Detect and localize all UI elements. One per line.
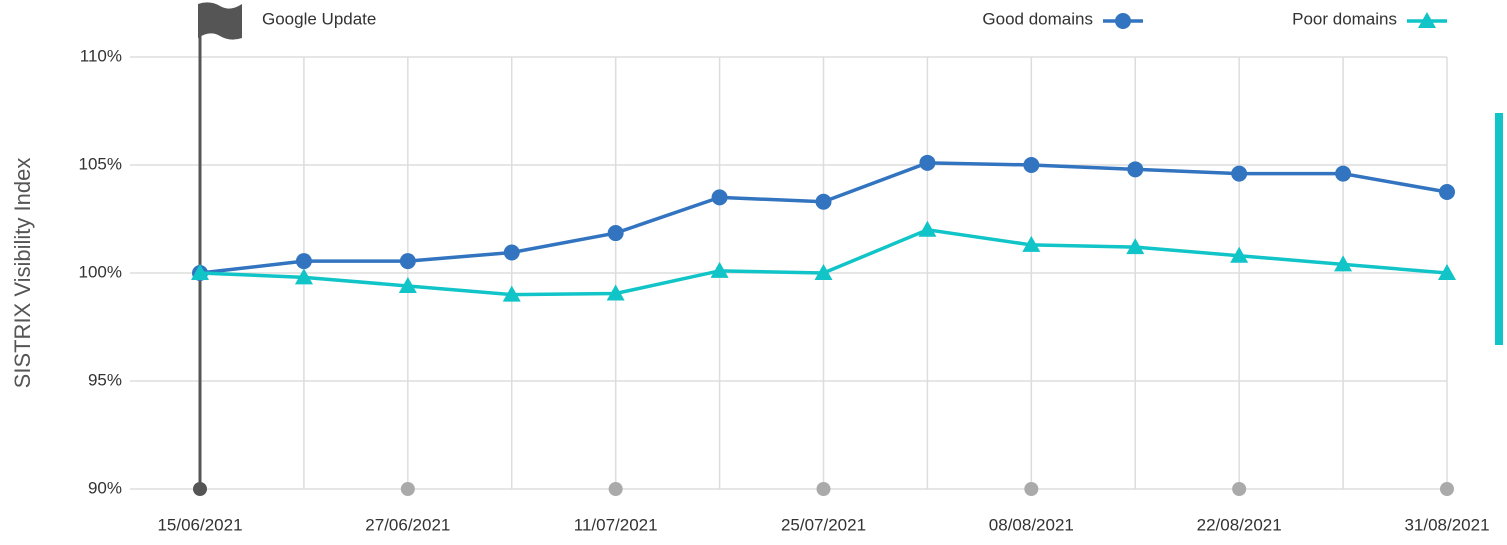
data-point (1126, 238, 1145, 255)
legend-marker (1418, 12, 1436, 28)
data-point (1127, 161, 1144, 178)
event-flag (198, 2, 242, 40)
data-point (814, 264, 833, 280)
event-dot (1440, 482, 1454, 496)
data-point (1023, 157, 1040, 173)
data-point (1230, 246, 1249, 263)
data-point (1439, 184, 1455, 200)
data-point (711, 189, 728, 206)
data-point (503, 244, 520, 261)
data-point (191, 264, 209, 280)
legend-label: Good domains (982, 9, 1093, 28)
y-axis-label: SISTRIX Visibility Index (10, 158, 35, 389)
x-tick-label: 31/08/2021 (1404, 515, 1489, 534)
data-point (815, 193, 832, 210)
y-tick-label: 95% (88, 370, 122, 389)
data-point (1022, 235, 1041, 252)
data-point (1335, 165, 1352, 182)
event-dot (1232, 482, 1247, 496)
legend-marker (1115, 13, 1131, 29)
data-point (295, 253, 312, 270)
x-tick-label: 11/07/2021 (574, 515, 658, 534)
data-point (398, 276, 417, 293)
data-point (399, 253, 416, 270)
x-tick-label: 27/06/2021 (365, 515, 450, 534)
annotation: Google Update (262, 9, 376, 28)
x-tick-label: 25/07/2021 (781, 515, 866, 534)
data-point (919, 154, 936, 171)
data-point (606, 284, 625, 301)
y-tick-label: 90% (88, 478, 122, 497)
data-point (918, 220, 937, 237)
y-tick-label: 100% (79, 262, 122, 281)
event-dot (608, 482, 623, 496)
x-tick-label: 08/08/2021 (989, 515, 1074, 534)
event-dot (1024, 482, 1039, 496)
x-tick-label: 15/06/2021 (157, 515, 242, 534)
data-point (1334, 255, 1353, 272)
data-point (294, 268, 313, 285)
event-dot (816, 482, 831, 496)
y-tick-label: 110% (80, 46, 122, 65)
data-point (1231, 165, 1248, 182)
data-point (607, 225, 624, 242)
side-tab (1495, 113, 1503, 345)
y-tick-label: 105% (79, 154, 122, 173)
legend-label: Poor domains (1292, 9, 1397, 28)
data-point (710, 261, 729, 278)
data-point (1438, 264, 1456, 280)
x-tick-label: 22/08/2021 (1197, 515, 1282, 534)
event-dot (400, 482, 415, 496)
data-point (502, 285, 521, 302)
